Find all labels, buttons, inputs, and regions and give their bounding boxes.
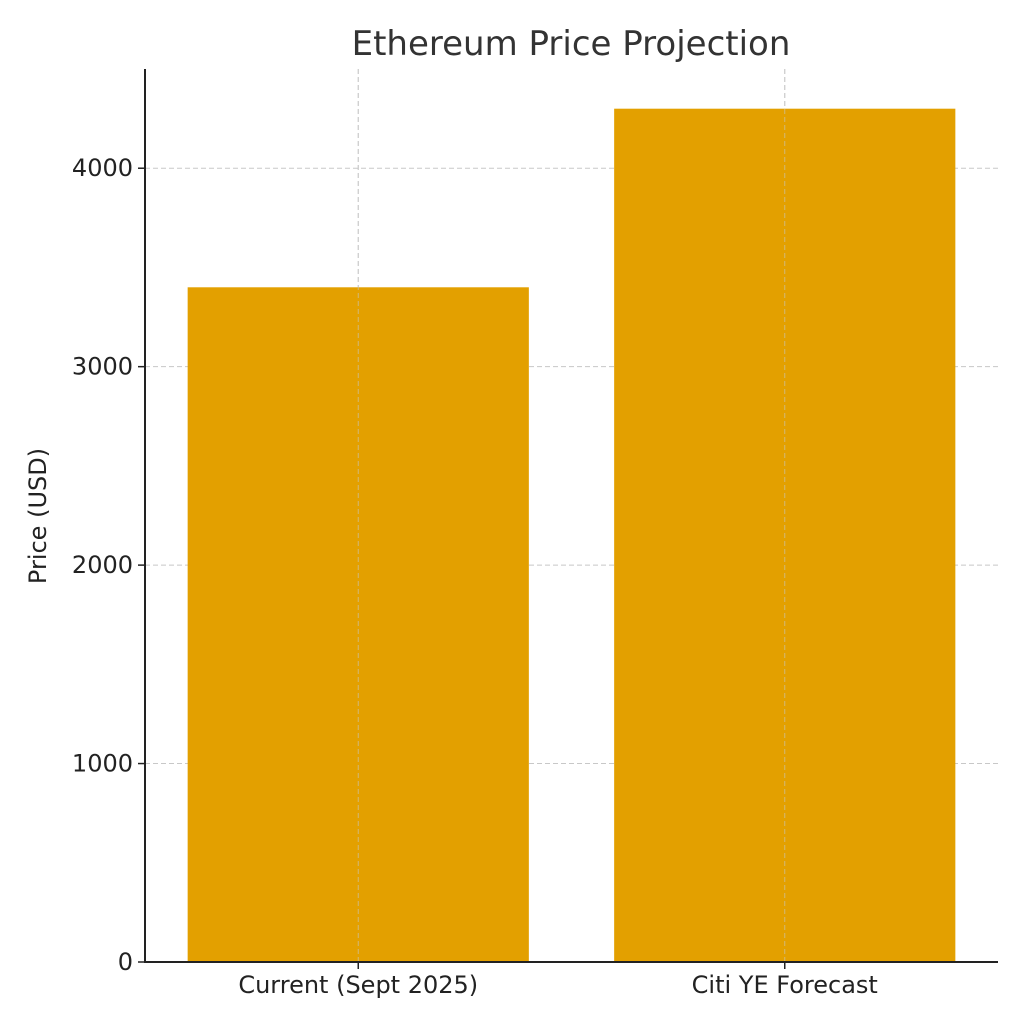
tick-layer: 0 1000 2000 3000 4000 Current (Sept 2025) Citi… (72, 154, 878, 999)
y-tick-label: 2000 (72, 551, 133, 579)
bar-layer (187, 69, 956, 962)
y-tick-label: 1000 (72, 750, 133, 778)
chart-title: Ethereum Price Projection (352, 24, 791, 64)
x-tick-label: Current (Sept 2025) (238, 971, 478, 999)
y-tick-label: 4000 (72, 154, 133, 182)
y-axis-label: Price (USD) (24, 448, 52, 584)
axis-layer (144, 69, 998, 963)
y-tick-label: 0 (118, 948, 133, 976)
y-tick-label: 3000 (72, 353, 133, 381)
x-tick-label: Citi YE Forecast (692, 971, 878, 999)
